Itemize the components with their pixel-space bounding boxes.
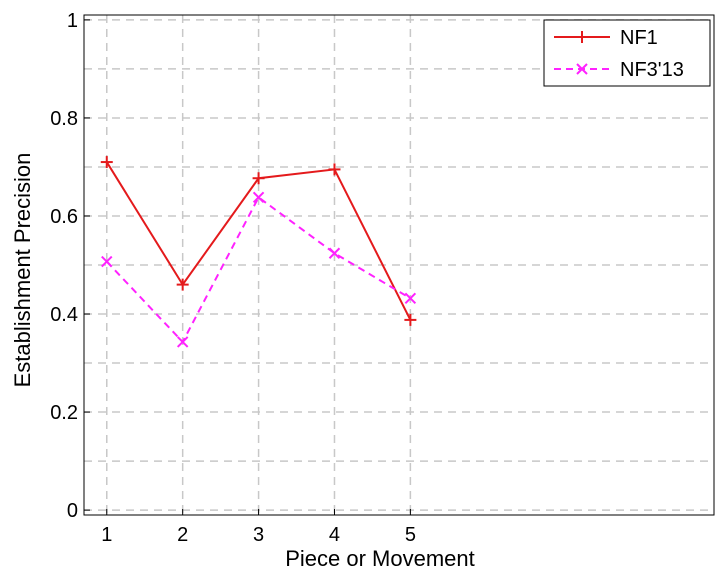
- plot-area-frame: [83, 14, 715, 516]
- x-marker: [404, 292, 417, 305]
- x-marker-b: [576, 63, 588, 75]
- legend: NF1 NF3'13: [543, 19, 711, 87]
- plus-marker: [100, 156, 113, 169]
- x-marker: [101, 255, 113, 268]
- y-tick-label: 1: [67, 10, 78, 32]
- legend-item: NF1: [554, 27, 658, 49]
- plus-marker: [252, 172, 265, 185]
- legend-label: NF3'13: [620, 59, 684, 81]
- plus-marker: [328, 163, 341, 176]
- grid-lines: [84, 15, 714, 515]
- legend-item: NF3'13: [554, 59, 684, 81]
- x-tick-label: 2: [177, 524, 188, 546]
- x-tick-label: 1: [101, 524, 112, 546]
- x-marker-b: [176, 336, 189, 348]
- x-marker-b: [328, 247, 341, 259]
- x-marker-b: [252, 191, 265, 204]
- series-line: [106, 195, 411, 344]
- plus-marker: [404, 313, 417, 326]
- x-tick-label: 3: [253, 524, 264, 546]
- series-2: [101, 191, 417, 348]
- series-1: [100, 156, 417, 326]
- x-marker: [576, 63, 588, 75]
- x-marker-b: [404, 292, 417, 305]
- legend-box: [543, 19, 711, 87]
- x-axis-label: Piece or Movement: [285, 546, 475, 571]
- x-marker: [328, 247, 341, 259]
- x-tick-label: 5: [405, 524, 416, 546]
- y-axis-label: Establishment Precision: [10, 153, 35, 388]
- y-axis-ticks: 0 0.2 0.4 0.6 0.8 1: [50, 10, 90, 522]
- x-marker: [252, 191, 265, 204]
- plus-marker: [576, 31, 588, 43]
- legend-label: NF1: [620, 27, 658, 49]
- x-axis-ticks: 1 2 3 4 5: [101, 509, 416, 546]
- y-tick-label: 0.2: [50, 402, 78, 424]
- plus-marker: [176, 278, 189, 291]
- x-tick-label: 4: [329, 524, 340, 546]
- x-marker-b: [101, 255, 113, 268]
- y-tick-label: 0.6: [50, 206, 78, 228]
- y-tick-label: 0.4: [50, 304, 78, 326]
- y-tick-label: 0.8: [50, 108, 78, 130]
- series-group: [100, 156, 417, 348]
- legend-items: NF1 NF3'13: [554, 27, 684, 81]
- y-tick-label: 0: [67, 500, 78, 522]
- x-marker: [176, 336, 189, 348]
